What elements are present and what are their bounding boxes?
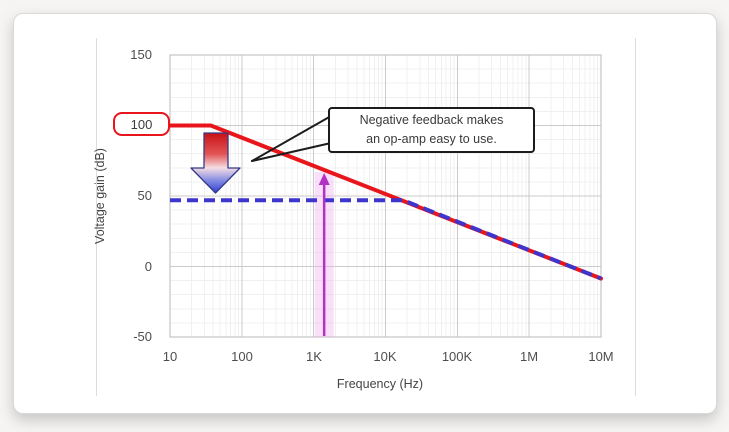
y-axis-title: Voltage gain (dB) xyxy=(93,148,107,244)
y-tick-50: 50 xyxy=(137,188,152,203)
y-tick-0: 0 xyxy=(144,259,152,274)
closed-loop-gain-line xyxy=(170,198,602,281)
x-tick-10m: 10M xyxy=(588,349,614,364)
callout-tail xyxy=(251,115,332,162)
table-cell-border-right xyxy=(635,38,636,396)
callout-box: Negative feedback makes an op-amp easy t… xyxy=(328,107,535,153)
table-cell-border-left xyxy=(96,38,97,396)
x-tick-1m: 1M xyxy=(519,349,539,364)
x-tick-10k: 10K xyxy=(373,349,397,364)
gain-drop-down-arrow-icon xyxy=(190,132,241,194)
chart-card xyxy=(13,13,717,414)
plot-border xyxy=(169,54,602,338)
y-tick-100-highlight: 100 xyxy=(113,112,170,136)
x-tick-1k: 1K xyxy=(306,349,322,364)
x-tick-100k: 100K xyxy=(441,349,473,364)
callout-text-line2: an op-amp easy to use. xyxy=(366,132,497,146)
x-tick-100: 100 xyxy=(231,349,253,364)
y-tick-150: 150 xyxy=(130,47,152,62)
frequency-marker-arrow-head xyxy=(318,173,330,185)
y-tick-neg50: -50 xyxy=(133,329,152,344)
x-axis-title: Frequency (Hz) xyxy=(336,377,424,391)
x-tick-10: 10 xyxy=(162,349,178,364)
callout-text-line1: Negative feedback makes xyxy=(359,113,504,127)
